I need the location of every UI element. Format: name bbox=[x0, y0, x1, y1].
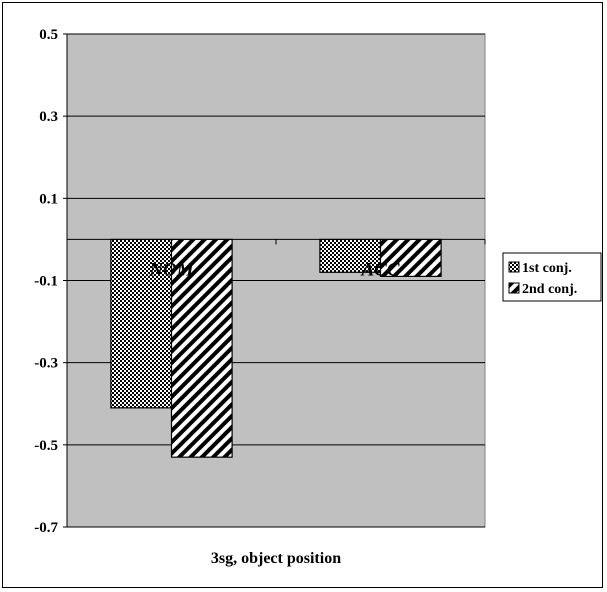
bars bbox=[66, 238, 486, 458]
bar-acc-1 bbox=[319, 238, 382, 273]
y-tick-label: -0.1 bbox=[34, 274, 58, 290]
y-tick-label: -0.5 bbox=[34, 438, 58, 454]
x-axis-label: 3sg, object position bbox=[211, 550, 341, 567]
legend-swatch-2nd-conj bbox=[508, 282, 520, 294]
y-axis: 0.5 0.3 0.1 -0.1 -0.3 -0.5 -0.7 bbox=[34, 27, 68, 536]
category-labels: NOM ACC bbox=[148, 259, 400, 280]
y-tick-label: 0.5 bbox=[39, 27, 58, 43]
legend-swatch-1st-conj bbox=[508, 261, 520, 273]
y-tick-label: -0.3 bbox=[34, 356, 58, 372]
y-tick-label: 0.1 bbox=[39, 191, 58, 207]
category-label: NOM bbox=[148, 259, 194, 280]
bar-nom-1 bbox=[110, 238, 173, 409]
y-tick-label: -0.7 bbox=[34, 520, 58, 536]
legend: 1st conj. 2nd conj. bbox=[502, 252, 602, 302]
legend-label-1st-conj: 1st conj. bbox=[522, 261, 572, 276]
bar-nom-2 bbox=[170, 238, 233, 458]
bar-acc-2 bbox=[379, 238, 442, 277]
y-tick-label: 0.3 bbox=[39, 109, 58, 125]
category-label: ACC bbox=[360, 259, 399, 280]
legend-label-2nd-conj: 2nd conj. bbox=[522, 282, 577, 297]
